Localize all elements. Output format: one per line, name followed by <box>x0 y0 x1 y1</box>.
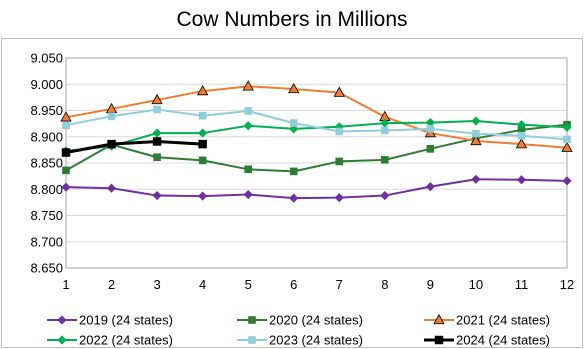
data-point <box>515 138 528 149</box>
legend-label: 2022 (24 states) <box>79 333 173 348</box>
data-point <box>434 335 444 345</box>
legend-label: 2023 (24 states) <box>269 333 363 348</box>
x-tick-label: 7 <box>336 277 343 292</box>
data-point <box>562 176 572 186</box>
x-tick-label: 4 <box>199 277 206 292</box>
data-point <box>152 190 162 201</box>
data-point <box>289 167 298 176</box>
x-tick-label: 2 <box>108 277 115 292</box>
data-point <box>248 316 256 324</box>
legend-label: 2021 (24 states) <box>456 313 550 328</box>
y-tick-label: 8.750 <box>30 208 63 223</box>
data-point <box>516 120 527 130</box>
data-point <box>62 166 70 175</box>
data-point <box>335 157 344 166</box>
y-tick-label: 8.900 <box>30 129 63 144</box>
data-point <box>335 127 344 136</box>
data-point <box>381 156 389 164</box>
y-tick-label: 9.050 <box>30 51 63 66</box>
data-point <box>289 119 298 127</box>
data-point <box>471 116 481 126</box>
data-point <box>61 148 71 157</box>
series-line <box>65 85 568 149</box>
data-point <box>152 128 162 138</box>
data-point <box>198 139 207 149</box>
data-point <box>289 193 299 203</box>
data-point <box>243 121 253 131</box>
data-point <box>152 137 162 146</box>
chart-title: Cow Numbers in Millions <box>176 8 408 31</box>
data-point <box>380 190 390 201</box>
data-point <box>57 315 67 325</box>
data-point <box>516 175 527 185</box>
legend-label: 2020 (24 states) <box>269 313 363 328</box>
x-tick-label: 10 <box>469 277 483 292</box>
x-tick-label: 3 <box>153 277 160 292</box>
data-point <box>61 182 71 192</box>
series-line <box>65 123 568 173</box>
x-tick-label: 8 <box>381 277 388 292</box>
data-point <box>244 107 252 115</box>
data-point <box>562 122 572 132</box>
y-tick-label: 8.700 <box>30 234 63 249</box>
data-point <box>106 183 117 193</box>
data-point <box>433 313 445 325</box>
data-point <box>426 145 435 153</box>
data-point <box>62 121 70 130</box>
y-tick-label: 8.800 <box>30 182 63 197</box>
data-point <box>334 193 344 203</box>
x-tick-label: 9 <box>427 277 434 292</box>
legend-label: 2019 (24 states) <box>79 313 173 328</box>
data-point <box>242 80 254 91</box>
data-point <box>196 85 209 96</box>
data-point <box>471 174 481 184</box>
data-point <box>381 126 389 135</box>
y-tick-label: 8.850 <box>30 156 63 171</box>
data-point <box>198 128 208 138</box>
data-point <box>107 112 116 121</box>
y-tick-label: 9.000 <box>30 77 63 92</box>
data-point <box>470 134 482 146</box>
chart-border <box>1 38 583 348</box>
x-tick-label: 11 <box>515 277 529 292</box>
data-point <box>472 129 480 138</box>
data-point <box>563 135 571 144</box>
x-tick-label: 12 <box>560 277 574 292</box>
data-point <box>333 86 345 97</box>
y-tick-label: 8.950 <box>30 103 63 118</box>
y-tick-label: 8.650 <box>30 261 63 276</box>
data-point <box>426 125 435 133</box>
legend-label: 2024 (24 states) <box>456 333 550 348</box>
data-point <box>243 189 253 200</box>
data-point <box>198 111 207 120</box>
data-point <box>561 141 573 152</box>
x-tick-label: 6 <box>290 277 297 292</box>
data-point <box>60 111 72 122</box>
series-line <box>65 178 568 200</box>
data-point <box>248 336 256 344</box>
plot-area-frame <box>65 57 568 269</box>
data-point <box>425 182 435 192</box>
x-tick-label: 5 <box>245 277 252 292</box>
data-point <box>198 191 208 201</box>
data-point <box>153 153 161 162</box>
data-point <box>57 335 67 345</box>
series-line <box>65 139 203 154</box>
data-point <box>517 131 526 140</box>
series-line <box>65 108 568 141</box>
data-point <box>107 139 116 149</box>
data-point <box>153 105 161 114</box>
data-point <box>288 82 300 94</box>
data-point <box>198 156 207 165</box>
data-point <box>244 165 252 174</box>
x-tick-label: 1 <box>62 277 69 292</box>
data-point <box>151 93 163 105</box>
